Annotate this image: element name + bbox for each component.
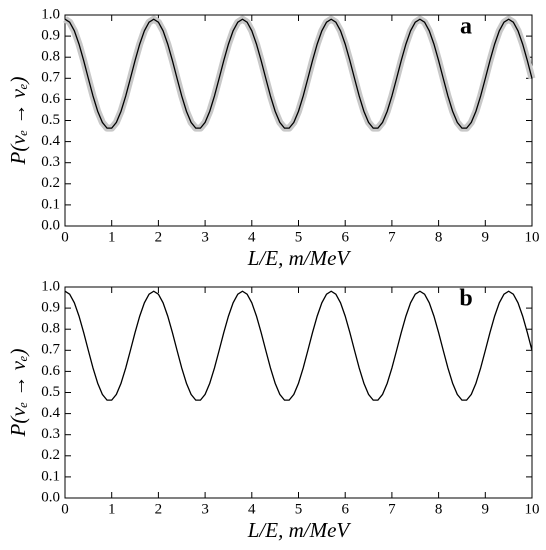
y-axis-label: P(νₑ → νₑ) bbox=[6, 77, 30, 166]
x-tick-label: 10 bbox=[525, 501, 540, 517]
y-tick-label: 0.6 bbox=[41, 363, 60, 379]
x-tick-label: 9 bbox=[482, 501, 490, 517]
x-tick-label: 6 bbox=[341, 229, 349, 245]
x-tick-label: 3 bbox=[201, 501, 209, 517]
x-tick-label: 10 bbox=[525, 229, 540, 245]
y-tick-label: 0.4 bbox=[41, 133, 60, 149]
x-tick-label: 5 bbox=[295, 501, 303, 517]
x-tick-label: 7 bbox=[388, 229, 396, 245]
x-tick-label: 9 bbox=[482, 229, 490, 245]
y-tick-label: 0.3 bbox=[41, 426, 60, 442]
x-tick-label: 4 bbox=[248, 501, 256, 517]
y-tick-label: 0.7 bbox=[41, 342, 60, 358]
plot-frame bbox=[64, 14, 533, 227]
x-tick-label: 5 bbox=[295, 229, 303, 245]
x-tick-label: 7 bbox=[388, 501, 396, 517]
x-tick-label: 2 bbox=[155, 229, 163, 245]
y-tick-label: 1.0 bbox=[41, 278, 60, 294]
x-tick-label: 6 bbox=[341, 501, 349, 517]
line bbox=[64, 290, 533, 401]
y-tick-label: 0.9 bbox=[41, 300, 60, 316]
y-tick-label: 0.1 bbox=[41, 196, 60, 212]
y-tick-label: 0.8 bbox=[41, 321, 60, 337]
y-tick-label: 0.6 bbox=[41, 91, 60, 107]
x-tick-label: 0 bbox=[61, 229, 69, 245]
y-tick-label: 0.3 bbox=[41, 154, 60, 170]
x-tick-label: 3 bbox=[201, 229, 209, 245]
panel-label: b bbox=[459, 286, 472, 312]
y-tick-label: 0.1 bbox=[41, 468, 60, 484]
y-tick-label: 0.4 bbox=[41, 405, 60, 421]
plot-frame bbox=[64, 286, 533, 499]
y-tick-label: 0.5 bbox=[41, 384, 60, 400]
x-tick-label: 1 bbox=[108, 229, 116, 245]
y-tick-label: 0.0 bbox=[41, 217, 60, 233]
panel-label: a bbox=[460, 14, 472, 40]
y-tick-label: 0.5 bbox=[41, 112, 60, 128]
x-tick-label: 1 bbox=[108, 501, 116, 517]
x-axis-label: L/E, m/MeV bbox=[247, 518, 352, 542]
x-tick-label: 8 bbox=[435, 229, 443, 245]
y-tick-label: 0.2 bbox=[41, 175, 60, 191]
y-tick-label: 0.8 bbox=[41, 49, 60, 65]
line bbox=[64, 18, 533, 129]
x-tick-label: 8 bbox=[435, 501, 443, 517]
x-tick-label: 0 bbox=[61, 501, 69, 517]
x-tick-label: 4 bbox=[248, 229, 256, 245]
y-axis-label: P(νₑ → νₑ) bbox=[6, 349, 30, 438]
y-tick-label: 0.0 bbox=[41, 489, 60, 505]
y-tick-label: 0.7 bbox=[41, 70, 60, 86]
y-tick-label: 0.2 bbox=[41, 447, 60, 463]
y-tick-label: 1.0 bbox=[41, 6, 60, 22]
y-tick-label: 0.9 bbox=[41, 28, 60, 44]
x-axis-label: L/E, m/MeV bbox=[247, 246, 352, 270]
x-tick-label: 2 bbox=[155, 501, 163, 517]
